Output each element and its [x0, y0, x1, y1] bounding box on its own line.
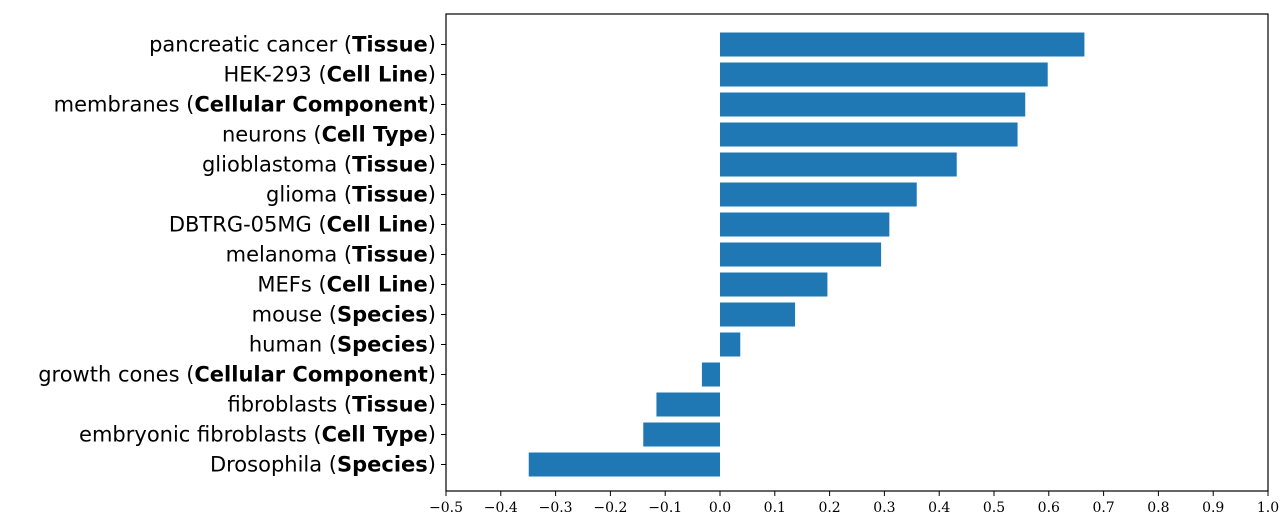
x-tick-label: 0.7: [1092, 500, 1114, 516]
y-tick-label: embryonic fibroblasts (Cell Type): [79, 423, 436, 447]
bar: [720, 302, 796, 327]
label-type: Cell Type: [322, 423, 428, 447]
x-tick-label: 0.1: [764, 500, 786, 516]
label-type: Tissue: [352, 393, 428, 417]
label-close: ): [428, 303, 436, 327]
y-tick-label: Drosophila (Species): [210, 453, 436, 477]
label-name: glioblastoma (: [202, 153, 352, 177]
label-name: fibroblasts (: [227, 393, 352, 417]
y-tick-label: membranes (Cellular Component): [54, 93, 436, 117]
label-name: membranes (: [54, 93, 195, 117]
y-tick-label: MEFs (Cell Line): [257, 273, 436, 297]
bar: [720, 242, 882, 267]
bar: [656, 392, 720, 417]
label-type: Cell Type: [322, 123, 428, 147]
label-type: Tissue: [352, 33, 428, 57]
label-type: Cellular Component: [194, 363, 427, 387]
label-name: HEK-293 (: [224, 63, 327, 87]
label-close: ): [428, 393, 436, 417]
x-tick-label: −0.4: [484, 500, 518, 516]
label-close: ): [428, 183, 436, 207]
y-tick-label: neurons (Cell Type): [222, 123, 436, 147]
label-close: ): [428, 63, 436, 87]
label-type: Species: [337, 303, 428, 327]
label-close: ): [428, 93, 436, 117]
label-name: mouse (: [252, 303, 337, 327]
x-tick-label: 0.5: [983, 500, 1005, 516]
label-name: pancreatic cancer (: [149, 33, 352, 57]
label-close: ): [428, 363, 436, 387]
bar: [720, 92, 1026, 117]
bar: [528, 452, 720, 477]
bars-group: [528, 32, 1085, 477]
bar: [720, 32, 1085, 57]
y-tick-label: growth cones (Cellular Component): [38, 363, 436, 387]
label-type: Species: [337, 453, 428, 477]
label-close: ): [428, 243, 436, 267]
y-tick-label: HEK-293 (Cell Line): [224, 63, 437, 87]
x-tick-label: 0.0: [709, 500, 731, 516]
bar: [720, 62, 1048, 87]
x-tick-label: −0.3: [539, 500, 573, 516]
label-name: MEFs (: [257, 273, 326, 297]
label-close: ): [428, 213, 436, 237]
y-tick-label: mouse (Species): [252, 303, 436, 327]
x-tick-label: 0.2: [818, 500, 840, 516]
bar: [720, 152, 957, 177]
label-name: Drosophila (: [210, 453, 337, 477]
x-tick-label: 1.0: [1257, 500, 1279, 516]
y-tick-labels: pancreatic cancer (Tissue)HEK-293 (Cell …: [38, 33, 446, 477]
x-tick-label: 0.8: [1147, 500, 1169, 516]
x-tick-label: 0.4: [928, 500, 950, 516]
x-tick-label: 0.3: [873, 500, 895, 516]
label-name: melanoma (: [226, 243, 352, 267]
x-tick-label: 0.6: [1038, 500, 1060, 516]
bar: [720, 272, 828, 297]
label-type: Species: [337, 333, 428, 357]
label-type: Cell Line: [327, 63, 428, 87]
label-close: ): [428, 333, 436, 357]
bar: [720, 122, 1018, 147]
label-type: Cell Line: [327, 213, 428, 237]
label-close: ): [428, 423, 436, 447]
y-tick-label: fibroblasts (Tissue): [227, 393, 436, 417]
label-close: ): [428, 123, 436, 147]
bar: [720, 182, 917, 207]
x-tick-label: −0.2: [593, 500, 627, 516]
x-tick-label: −0.5: [429, 500, 463, 516]
y-tick-label: glioma (Tissue): [266, 183, 436, 207]
bar: [720, 332, 741, 357]
label-name: glioma (: [266, 183, 352, 207]
label-close: ): [428, 33, 436, 57]
x-ticks: −0.5 −0.4 −0.3 −0.2 −0.1 0.0 0.1 0.2 0.3 0.4 0.5 0.…: [429, 491, 1279, 516]
y-tick-label: DBTRG-05MG (Cell Line): [169, 213, 436, 237]
y-tick-label: glioblastoma (Tissue): [202, 153, 436, 177]
label-name: DBTRG-05MG (: [169, 213, 327, 237]
bar: [701, 362, 720, 387]
label-name: growth cones (: [38, 363, 194, 387]
label-type: Cellular Component: [194, 93, 427, 117]
bar: [643, 422, 720, 447]
label-type: Cell Line: [327, 273, 428, 297]
x-tick-label: 0.9: [1202, 500, 1224, 516]
y-tick-label: human (Species): [249, 333, 436, 357]
label-name: human (: [249, 333, 337, 357]
label-type: Tissue: [352, 243, 428, 267]
label-name: neurons (: [222, 123, 322, 147]
plot-frame: [445, 13, 1269, 492]
label-close: ): [428, 153, 436, 177]
label-type: Tissue: [352, 153, 428, 177]
y-tick-label: melanoma (Tissue): [226, 243, 436, 267]
y-tick-label: pancreatic cancer (Tissue): [149, 33, 436, 57]
x-tick-label: −0.1: [648, 500, 682, 516]
label-name: embryonic fibroblasts (: [79, 423, 322, 447]
label-close: ): [428, 453, 436, 477]
label-type: Tissue: [352, 183, 428, 207]
bar: [720, 212, 890, 237]
label-close: ): [428, 273, 436, 297]
